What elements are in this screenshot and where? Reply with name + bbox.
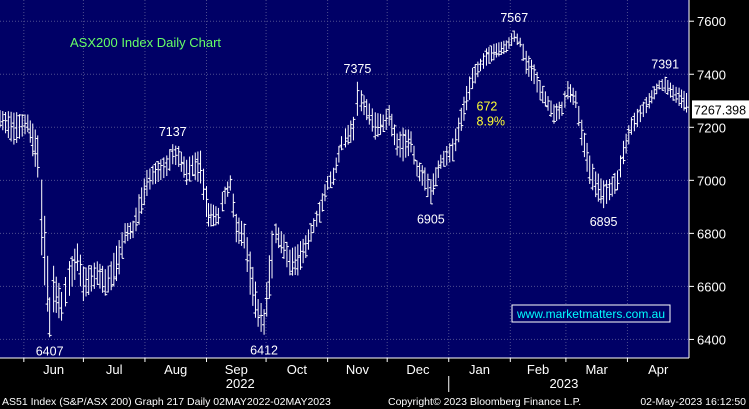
price-annotation: 6895: [590, 215, 618, 229]
price-annotation: 7567: [500, 11, 528, 25]
footer-center: Copyright© 2023 Bloomberg Finance L.P.: [388, 396, 581, 408]
y-tick-label: 6400: [697, 332, 726, 347]
x-tick-label: Jun: [43, 362, 64, 377]
watermark-text: www.marketmatters.com.au: [516, 307, 665, 321]
x-tick-label: Apr: [648, 362, 669, 377]
x-tick-label: Feb: [527, 362, 549, 377]
watermark: www.marketmatters.com.au: [511, 304, 671, 323]
x-year-label: 2022: [226, 376, 255, 391]
x-tick-label: Sep: [225, 362, 248, 377]
x-tick-label: Aug: [164, 362, 187, 377]
price-annotation: 7391: [651, 58, 679, 72]
footer: AS51 Index (S&P/ASX 200) Graph 217 Daily…: [2, 396, 746, 408]
footer-left: AS51 Index (S&P/ASX 200) Graph 217 Daily…: [2, 396, 331, 408]
y-tick-label: 6600: [697, 279, 726, 294]
x-tick-label: Jul: [106, 362, 123, 377]
last-price-label: 7267.398: [694, 103, 746, 117]
axis-layer: 6400 6600 6800 7000 7200 7400 7600 Jun Jul Aug Sep…: [0, 0, 749, 392]
y-tick-label: 7000: [697, 173, 726, 188]
measurement-points: 672: [477, 100, 498, 114]
price-annotation: 7137: [159, 125, 187, 139]
measurement-percent: 8.9%: [477, 115, 506, 129]
footer-right: 02-May-2023 16:12:50: [640, 396, 746, 408]
plot-background: [0, 0, 689, 358]
chart-title: ASX200 Index Daily Chart: [70, 35, 221, 50]
price-annotation: 6412: [250, 343, 278, 357]
price-annotation: 6407: [36, 345, 64, 359]
x-tick-label: Mar: [585, 362, 608, 377]
y-tick-label: 7200: [697, 120, 726, 135]
y-tick-label: 6800: [697, 226, 726, 241]
price-annotation: 6905: [417, 213, 445, 227]
x-tick-label: Jan: [469, 362, 490, 377]
last-price-box: [692, 100, 749, 119]
x-year-label: 2023: [549, 376, 578, 391]
price-annotation: 7375: [344, 62, 372, 76]
price-bars: [0, 30, 690, 338]
grid-layer: [0, 0, 689, 358]
x-tick-label: Oct: [287, 362, 308, 377]
x-tick-label: Dec: [406, 362, 430, 377]
y-tick-label: 7600: [697, 14, 726, 29]
y-tick-label: 7400: [697, 67, 726, 82]
x-tick-label: Nov: [346, 362, 370, 377]
